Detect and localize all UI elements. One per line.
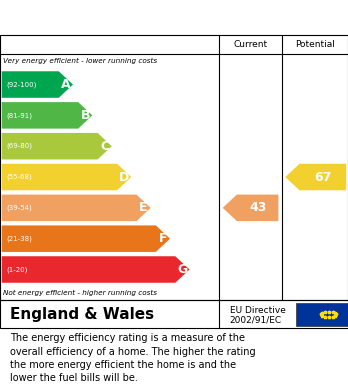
Text: E: E [139,201,148,214]
Text: G: G [177,263,188,276]
Polygon shape [2,164,131,190]
Bar [296,303,348,326]
Text: A: A [61,78,71,91]
Text: The energy efficiency rating is a measure of the
overall efficiency of a home. T: The energy efficiency rating is a measur… [10,334,256,383]
Polygon shape [2,71,73,98]
Text: Not energy efficient - higher running costs: Not energy efficient - higher running co… [3,290,158,296]
Text: 43: 43 [249,201,266,214]
Text: (92-100): (92-100) [6,81,36,88]
Text: C: C [100,140,109,153]
Text: 2002/91/EC: 2002/91/EC [230,316,282,325]
Text: Potential: Potential [295,40,335,49]
Text: Energy Efficiency Rating: Energy Efficiency Rating [10,9,239,27]
Text: F: F [159,232,167,245]
Text: (81-91): (81-91) [6,112,32,118]
Text: (69-80): (69-80) [6,143,32,149]
Polygon shape [2,256,189,283]
Text: (55-68): (55-68) [6,174,32,180]
Polygon shape [285,164,346,190]
Text: EU Directive: EU Directive [230,306,286,315]
Text: Very energy efficient - lower running costs: Very energy efficient - lower running co… [3,58,158,65]
Text: (21-38): (21-38) [6,235,32,242]
Polygon shape [223,195,278,221]
Text: Current: Current [234,40,268,49]
Polygon shape [2,102,92,129]
Text: B: B [80,109,90,122]
Text: (1-20): (1-20) [6,266,27,273]
Polygon shape [2,195,151,221]
Polygon shape [2,133,112,160]
Text: (39-54): (39-54) [6,204,32,211]
Polygon shape [2,226,170,252]
Text: England & Wales: England & Wales [10,307,155,322]
Text: 67: 67 [314,170,332,183]
Text: D: D [119,170,129,183]
